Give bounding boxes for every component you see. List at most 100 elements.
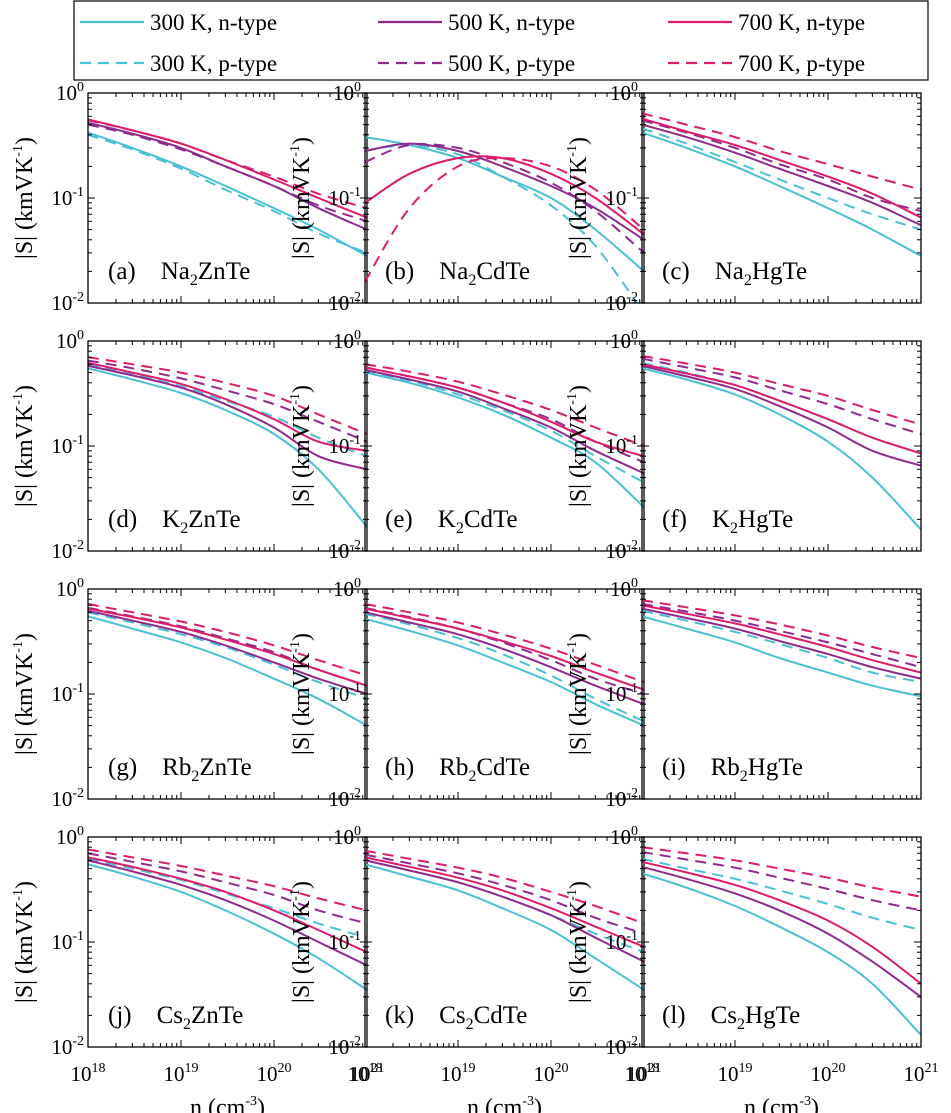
panel-label: (e) K2CdTe	[385, 506, 518, 537]
y-axis-label: |S| (kmVK-1)	[565, 137, 592, 259]
series-line-700n	[365, 856, 644, 948]
y-tick-label: 10-1	[605, 185, 638, 210]
legend-label-300n: 300 K, n-type	[150, 10, 277, 35]
y-axis-label: |S| (kmVK-1)	[288, 881, 315, 1003]
y-tick-label: 10-2	[605, 290, 638, 315]
series-line-300n	[365, 863, 644, 991]
panel-e: 100 10-1 10-2 |S| (kmVK-1) (e) K2CdTe	[288, 328, 645, 563]
series-line-500n	[88, 364, 367, 471]
series-line-300p	[642, 609, 921, 683]
axes-frame	[641, 588, 922, 800]
legend-box	[73, 0, 929, 81]
series-line-300n	[642, 131, 921, 257]
series-line-500n	[88, 121, 367, 231]
tick-marks	[88, 837, 367, 1047]
series-line-500n	[365, 369, 644, 475]
y-tick-label: 100	[610, 328, 638, 353]
series-line-700p	[365, 603, 644, 683]
panel-g: 100 10-1 10-2 |S| (kmVK-1) (g) Rb2ZnTe	[11, 576, 368, 811]
x-tick-label: 1020	[811, 1061, 846, 1086]
series-line-300p	[365, 612, 644, 723]
y-tick-label: 10-2	[51, 290, 84, 315]
series-line-700p	[642, 112, 921, 191]
y-tick-label: 10-2	[605, 1034, 638, 1059]
series-line-500p	[642, 603, 921, 669]
y-tick-label: 100	[333, 576, 361, 601]
y-tick-label: 100	[56, 328, 84, 353]
panel-label: (h) Rb2CdTe	[385, 754, 530, 785]
series-line-500p	[642, 357, 921, 435]
series-group	[88, 356, 367, 528]
y-tick-label: 10-1	[51, 929, 84, 954]
series-line-500n	[642, 123, 921, 227]
series-line-700n	[88, 856, 367, 954]
series-line-300p	[642, 857, 921, 931]
series-line-500p	[365, 606, 644, 695]
series-line-500n	[365, 859, 644, 963]
tick-marks	[642, 837, 921, 1047]
series-line-500n	[365, 142, 644, 241]
y-tick-label: 100	[56, 80, 84, 105]
series-group	[365, 849, 644, 991]
y-tick-label: 100	[333, 328, 361, 353]
y-tick-label: 100	[610, 576, 638, 601]
series-line-700p	[365, 157, 644, 283]
axes-frame	[641, 340, 922, 552]
panel-label: (d) K2ZnTe	[108, 506, 241, 537]
x-tick-label: 1018	[71, 1061, 106, 1086]
y-tick-label: 10-2	[328, 786, 361, 811]
series-line-700n	[365, 366, 644, 458]
panel-c: 100 10-1 10-2 |S| (kmVK-1) (c) Na2HgTe	[565, 80, 922, 315]
panel-label: (b) Na2CdTe	[385, 258, 530, 289]
y-tick-label: 10-2	[328, 290, 361, 315]
y-axis-label: |S| (kmVK-1)	[288, 137, 315, 259]
series-line-700n	[642, 363, 921, 455]
series-line-700p	[365, 363, 644, 447]
series-line-700p	[88, 603, 367, 677]
series-group	[365, 363, 644, 509]
series-group	[642, 846, 921, 1036]
series-line-700p	[642, 599, 921, 659]
x-axis-label: n (cm-3)	[467, 1094, 542, 1113]
series-line-500n	[642, 364, 921, 467]
series-line-300n	[88, 131, 367, 257]
series-line-700p	[88, 848, 367, 912]
y-tick-label: 10-2	[328, 538, 361, 563]
x-tick-label: 1019	[718, 1061, 753, 1086]
legend-label-300p: 300 K, p-type	[150, 51, 277, 76]
series-line-700n	[365, 155, 644, 236]
series-line-700n	[642, 117, 921, 219]
series-line-500p	[365, 853, 644, 935]
y-tick-label: 10-1	[605, 929, 638, 954]
y-tick-label: 10-2	[328, 1034, 361, 1059]
y-axis-label: |S| (kmVK-1)	[11, 633, 38, 755]
y-tick-label: 10-2	[51, 538, 84, 563]
tick-marks	[642, 341, 921, 551]
y-tick-label: 100	[610, 80, 638, 105]
panel-label: (k) Cs2CdTe	[385, 1002, 527, 1033]
axes-frame	[641, 92, 922, 304]
y-tick-label: 10-1	[51, 433, 84, 458]
panel-label: (f) K2HgTe	[662, 506, 793, 537]
y-tick-label: 10-2	[605, 538, 638, 563]
series-line-300n	[365, 371, 644, 509]
series-line-500n	[642, 607, 921, 680]
y-tick-label: 10-1	[328, 433, 361, 458]
x-tick-label: 1019	[164, 1061, 199, 1086]
legend: 300 K, n-type 500 K, n-type 700 K, n-type 3…	[73, 0, 929, 81]
panel-a: 100 10-1 10-2 |S| (kmVK-1) (a) Na2ZnTe	[11, 80, 368, 315]
series-line-700p	[88, 356, 367, 435]
series-line-500p	[88, 852, 367, 925]
legend-label-700p: 700 K, p-type	[738, 51, 865, 76]
panel-f: 100 10-1 10-2 |S| (kmVK-1) (f) K2HgTe	[565, 328, 922, 563]
series-line-700p	[642, 846, 921, 898]
y-tick-label: 10-2	[51, 1034, 84, 1059]
series-line-300n	[88, 615, 367, 727]
series-line-300p	[88, 611, 367, 700]
y-tick-label: 10-1	[51, 681, 84, 706]
series-line-300p	[642, 127, 921, 231]
x-tick-label: 1021	[627, 1061, 662, 1086]
y-axis-label: |S| (kmVK-1)	[565, 881, 592, 1003]
